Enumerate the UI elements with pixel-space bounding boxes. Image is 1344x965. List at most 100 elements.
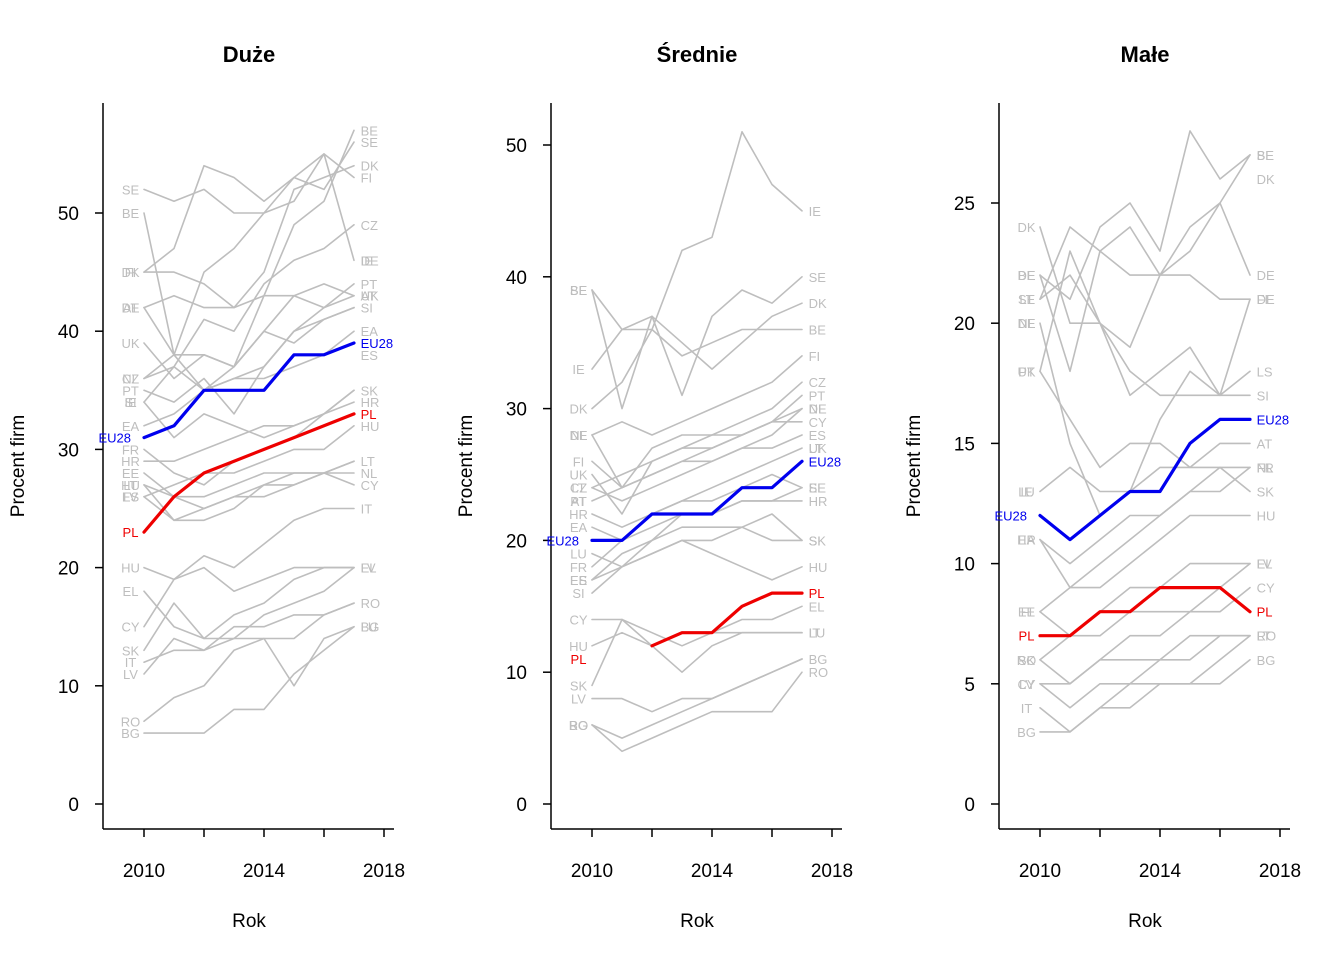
start-series-label: LT xyxy=(1019,292,1033,307)
series-line-country xyxy=(591,381,803,489)
end-series-label: UK xyxy=(361,289,379,304)
start-series-label: EA xyxy=(570,520,588,535)
end-series-label: DK xyxy=(1257,172,1275,187)
series-line-eu28 xyxy=(1038,417,1252,542)
y-tick-label: 0 xyxy=(964,795,975,816)
start-series-label: HR xyxy=(121,454,140,469)
start-series-label: SK xyxy=(1018,653,1036,668)
end-series-label: FI xyxy=(361,171,373,186)
chart-title: Małe xyxy=(1121,42,1170,67)
y-tick-label: 20 xyxy=(954,314,975,335)
start-series-label: DE xyxy=(121,301,139,316)
series-line-eu28 xyxy=(590,459,804,542)
x-tick-label: 2018 xyxy=(363,861,405,882)
end-series-label: IE xyxy=(361,253,374,268)
series-line-country xyxy=(1039,274,1251,397)
series-line-country xyxy=(591,671,803,753)
y-tick-label: 0 xyxy=(516,795,527,816)
start-series-label: NL xyxy=(570,428,587,443)
series-line-country xyxy=(591,539,803,594)
end-series-label: DE xyxy=(1257,292,1275,307)
end-series-label: SE xyxy=(361,135,379,150)
end-series-label: LT xyxy=(361,454,375,469)
series-line-country xyxy=(591,421,803,489)
start-series-label: SI xyxy=(124,395,136,410)
start-series-label: LV xyxy=(123,490,138,505)
end-series-label: DK xyxy=(809,296,827,311)
y-tick-label: 25 xyxy=(954,194,975,215)
start-series-label: DE xyxy=(1017,268,1035,283)
end-series-label: UK xyxy=(809,441,827,456)
end-series-label: LS xyxy=(1257,364,1273,379)
start-series-label: HU xyxy=(569,639,588,654)
y-tick-label: 15 xyxy=(954,434,975,455)
start-series-label: EE xyxy=(1018,605,1036,620)
start-series-label: FR xyxy=(122,442,139,457)
end-series-label: NL xyxy=(1257,460,1274,475)
series-line-country xyxy=(591,434,803,502)
start-series-label: SK xyxy=(570,678,588,693)
series-line-country xyxy=(143,224,355,380)
y-tick-label: 10 xyxy=(954,555,975,576)
series-line-country xyxy=(143,566,355,628)
series-line-pl xyxy=(142,412,356,534)
end-series-label: DE xyxy=(809,402,827,417)
end-series-label: IE xyxy=(809,204,822,219)
series-line-country xyxy=(143,401,355,462)
end-series-label: HU xyxy=(361,419,380,434)
end-series-label: PL xyxy=(809,586,825,601)
chart-panel-1: Duże 0 10 20 30 40 50 2010 2014 2018 Rok Procent fi… xyxy=(8,42,405,932)
end-series-label: AT xyxy=(1257,436,1273,451)
start-series-label: ES xyxy=(122,490,140,505)
start-series-label: HU xyxy=(121,561,140,576)
y-tick-label: 10 xyxy=(58,677,79,698)
x-tick-label: 2010 xyxy=(123,861,165,882)
start-series-label: LV xyxy=(123,667,138,682)
series-line-country xyxy=(1039,130,1251,300)
x-axis-label: Rok xyxy=(232,911,266,932)
series-line-country xyxy=(1039,370,1251,469)
series-line-country xyxy=(143,330,355,427)
end-series-label: EU28 xyxy=(361,336,394,351)
end-series-label: RO xyxy=(361,596,381,611)
series-line-country xyxy=(143,602,355,723)
series-line-country xyxy=(591,526,803,581)
y-tick-label: 30 xyxy=(506,400,527,421)
start-series-label: AT xyxy=(123,301,139,316)
end-series-label: SK xyxy=(1257,484,1275,499)
end-series-label: LU xyxy=(361,620,378,635)
end-series-label: BG xyxy=(361,620,380,635)
series-line-country xyxy=(1039,466,1251,493)
end-series-label: PL xyxy=(361,407,377,422)
end-series-label: IT xyxy=(361,502,373,517)
start-series-label: BG xyxy=(121,726,140,741)
series-line-country xyxy=(591,605,803,647)
end-series-label: CY xyxy=(361,478,379,493)
start-series-label: LT xyxy=(571,481,585,496)
end-series-label: SI xyxy=(361,301,373,316)
x-tick-label: 2018 xyxy=(1259,861,1301,882)
series-line-country xyxy=(143,164,355,309)
series-line-country xyxy=(143,460,355,510)
end-series-label: CY xyxy=(1257,581,1275,596)
end-series-label: SE xyxy=(809,270,827,285)
series-line-country xyxy=(591,276,803,410)
y-tick-label: 50 xyxy=(58,204,79,225)
y-tick-label: 20 xyxy=(58,559,79,580)
start-series-label: LV xyxy=(1019,677,1034,692)
start-series-label: FI xyxy=(125,265,137,280)
start-series-label: IT xyxy=(1021,701,1033,716)
start-series-label: CY xyxy=(569,612,587,627)
end-series-label: PL xyxy=(1257,605,1273,620)
start-series-label: LV xyxy=(571,692,586,707)
start-series-label: EE xyxy=(570,573,588,588)
series-line-country xyxy=(591,131,803,331)
y-tick-label: 10 xyxy=(506,663,527,684)
series-line-country xyxy=(591,473,803,542)
x-tick-label: 2010 xyxy=(571,861,613,882)
end-series-label: EL xyxy=(1257,557,1273,572)
series-line-country xyxy=(591,407,803,502)
series-line-country xyxy=(1039,659,1251,733)
series-line-country xyxy=(591,658,803,713)
